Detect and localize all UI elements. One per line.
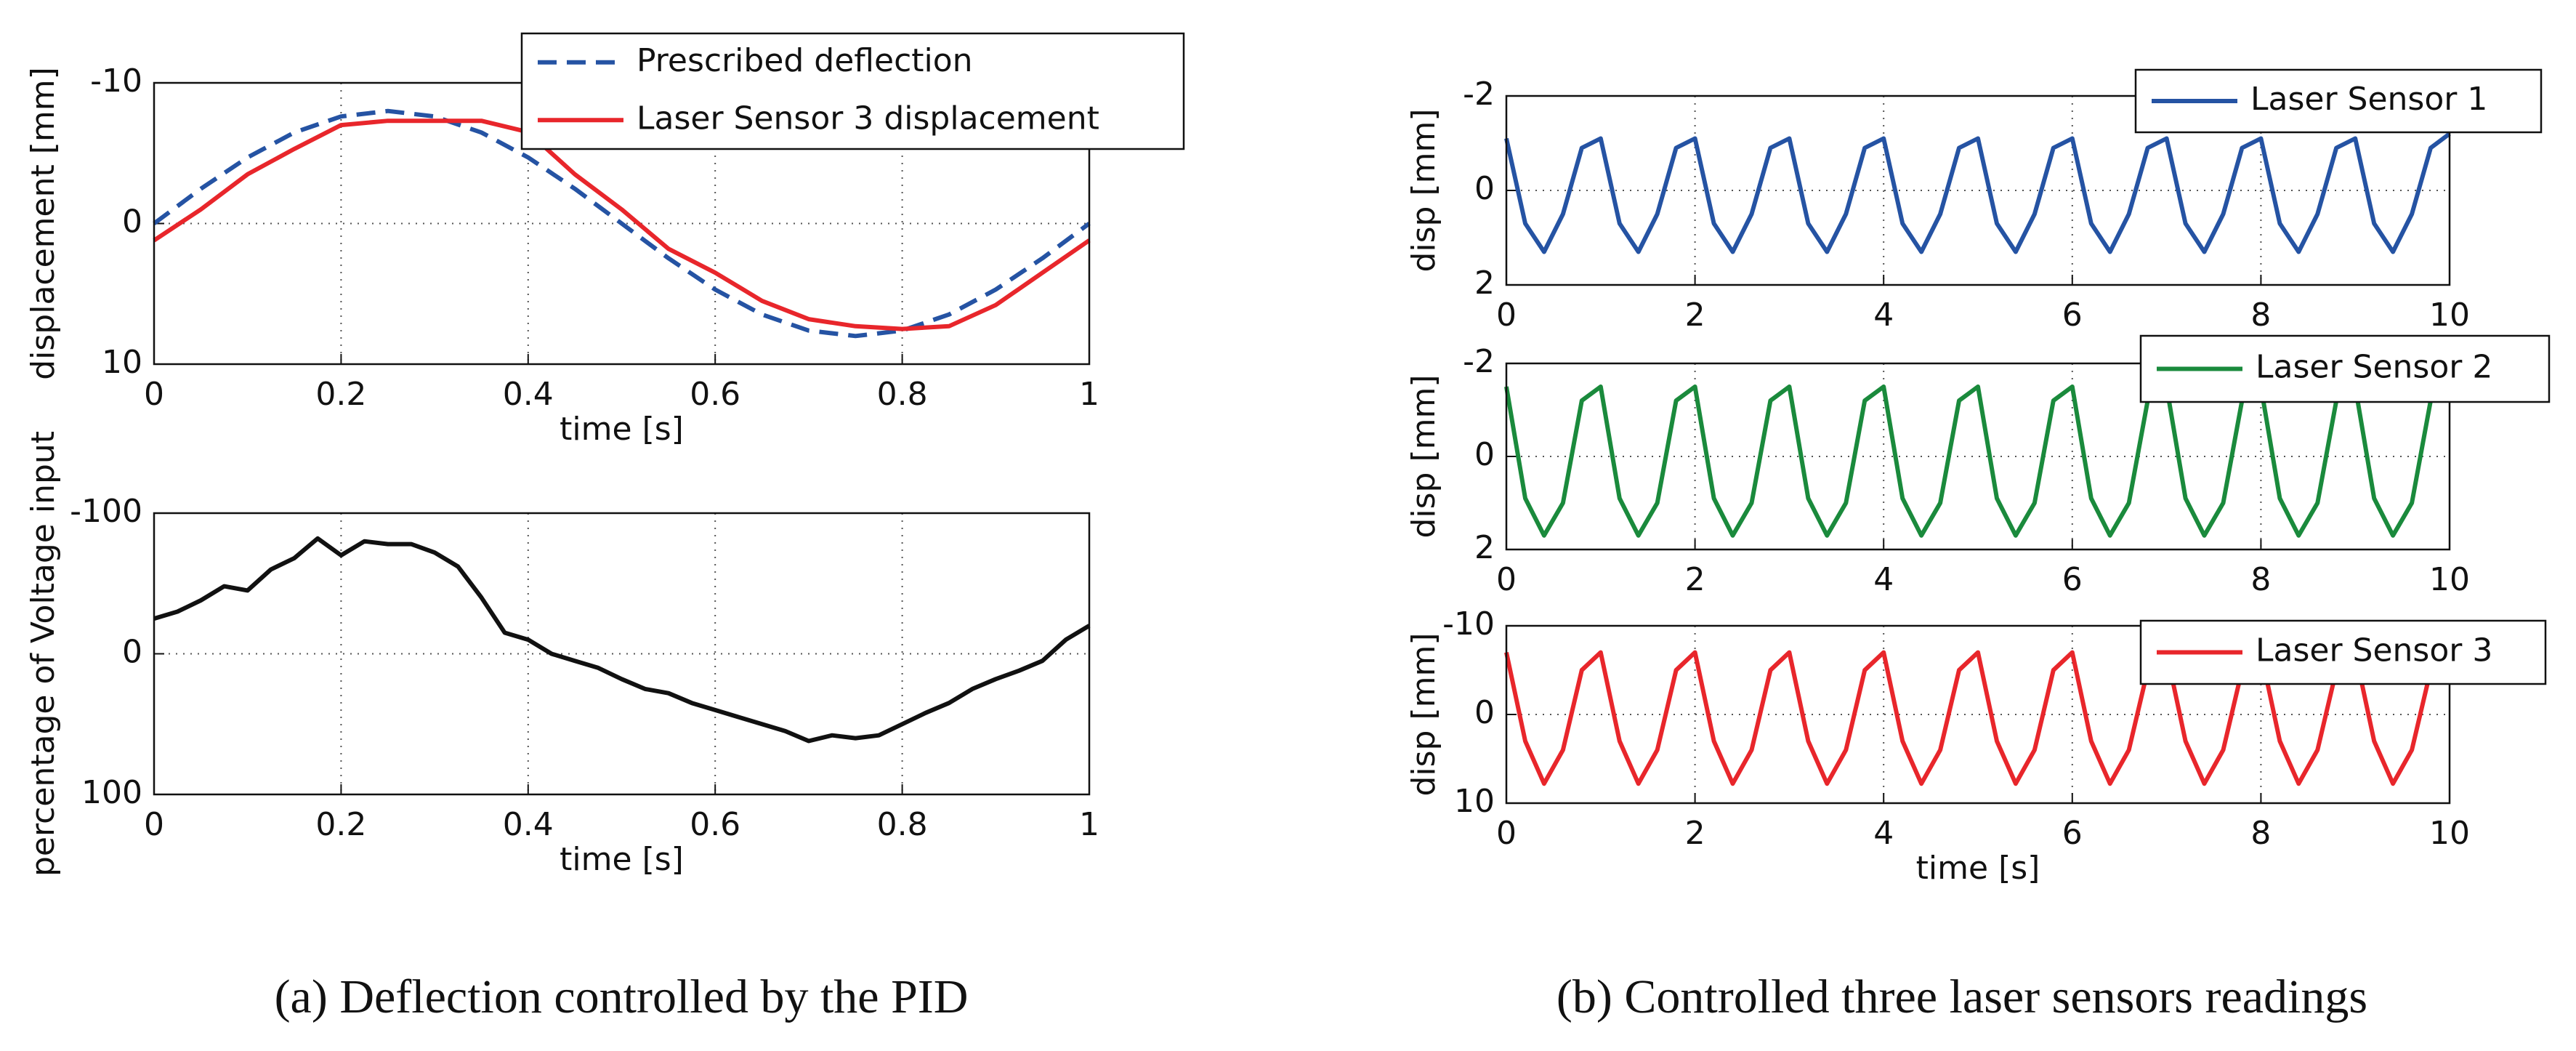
y-tick-label: -2 — [1463, 76, 1495, 113]
series-line — [1504, 132, 2451, 254]
series-line — [153, 108, 1091, 339]
x-tick-label: 0.6 — [690, 376, 740, 413]
axes-frame — [1505, 94, 2451, 286]
y-axis-label: displacement [mm] — [25, 67, 62, 380]
x-tick-label: 1 — [1079, 376, 1099, 413]
legend-label: Prescribed deflection — [637, 42, 973, 79]
x-tick-label: 0.4 — [503, 806, 554, 843]
x-tick-label: 0 — [144, 806, 164, 843]
x-tick-label: 4 — [1873, 561, 1894, 598]
x-tick-label: 0.6 — [690, 806, 740, 843]
x-tick-label: 8 — [2250, 297, 2271, 334]
x-tick-label: 0 — [1496, 297, 1517, 334]
y-tick-label: 0 — [1474, 436, 1495, 473]
x-axis-label: time [s] — [560, 411, 684, 448]
y-axis-label: percentage of Voltage input — [25, 431, 62, 877]
x-tick-label: 0 — [144, 376, 164, 413]
legend-box — [520, 32, 1185, 150]
x-tick-label: 2 — [1685, 815, 1705, 852]
y-axis-label: disp [mm] — [1405, 374, 1442, 538]
caption: (a) Deflection controlled by the PID — [275, 970, 969, 1023]
series-line — [153, 536, 1091, 744]
x-tick-label: 2 — [1685, 297, 1705, 334]
x-tick-label: 4 — [1873, 815, 1894, 852]
y-tick-label: 100 — [81, 774, 142, 811]
y-tick-label: 10 — [1454, 783, 1495, 820]
y-tick-label: -2 — [1463, 343, 1495, 380]
x-tick-label: 10 — [2429, 815, 2470, 852]
x-tick-label: 10 — [2429, 297, 2470, 334]
x-tick-label: 0.4 — [503, 376, 554, 413]
x-tick-label: 6 — [2062, 297, 2083, 334]
axes-frame — [1505, 624, 2451, 805]
plot-area — [154, 513, 1089, 794]
x-tick-label: 6 — [2062, 815, 2083, 852]
y-tick-label: 0 — [1474, 170, 1495, 207]
y-tick-label: 0 — [122, 204, 142, 241]
series-line — [1504, 650, 2452, 786]
y-tick-label: -100 — [70, 493, 142, 530]
legend-label: Laser Sensor 2 — [2256, 349, 2492, 386]
y-tick-label: -10 — [90, 63, 142, 100]
axes-frame — [153, 512, 1091, 796]
x-tick-label: 6 — [2062, 561, 2083, 598]
x-tick-label: 0.2 — [315, 376, 366, 413]
y-tick-label: 0 — [1474, 694, 1495, 731]
y-tick-label: 2 — [1474, 529, 1495, 566]
legend-label: Laser Sensor 3 displacement — [637, 100, 1099, 137]
legend-label: Laser Sensor 3 — [2256, 632, 2492, 669]
x-tick-label: 2 — [1685, 561, 1705, 598]
x-tick-label: 10 — [2429, 561, 2470, 598]
x-axis-label: time [s] — [1916, 850, 2040, 887]
axes-frame — [1505, 362, 2451, 551]
x-tick-label: 8 — [2250, 561, 2271, 598]
y-tick-label: 10 — [102, 344, 142, 381]
x-tick-label: 1 — [1079, 806, 1099, 843]
x-tick-label: 0.2 — [315, 806, 366, 843]
series-line — [153, 118, 1091, 331]
caption: (b) Controlled three laser sensors readi… — [1556, 970, 2367, 1023]
x-tick-label: 8 — [2250, 815, 2271, 852]
x-tick-label: 0.8 — [877, 376, 928, 413]
x-tick-label: 0 — [1496, 815, 1517, 852]
legend-label: Laser Sensor 1 — [2250, 81, 2487, 118]
y-tick-label: 0 — [122, 634, 142, 671]
series-line — [1504, 380, 2452, 538]
y-tick-label: -10 — [1442, 605, 1495, 643]
x-tick-label: 4 — [1873, 297, 1894, 334]
y-axis-label: disp [mm] — [1405, 632, 1442, 796]
x-tick-label: 0 — [1496, 561, 1517, 598]
y-axis-label: disp [mm] — [1405, 108, 1442, 272]
y-tick-label: 2 — [1474, 265, 1495, 302]
x-tick-label: 0.8 — [877, 806, 928, 843]
x-axis-label: time [s] — [560, 841, 684, 878]
